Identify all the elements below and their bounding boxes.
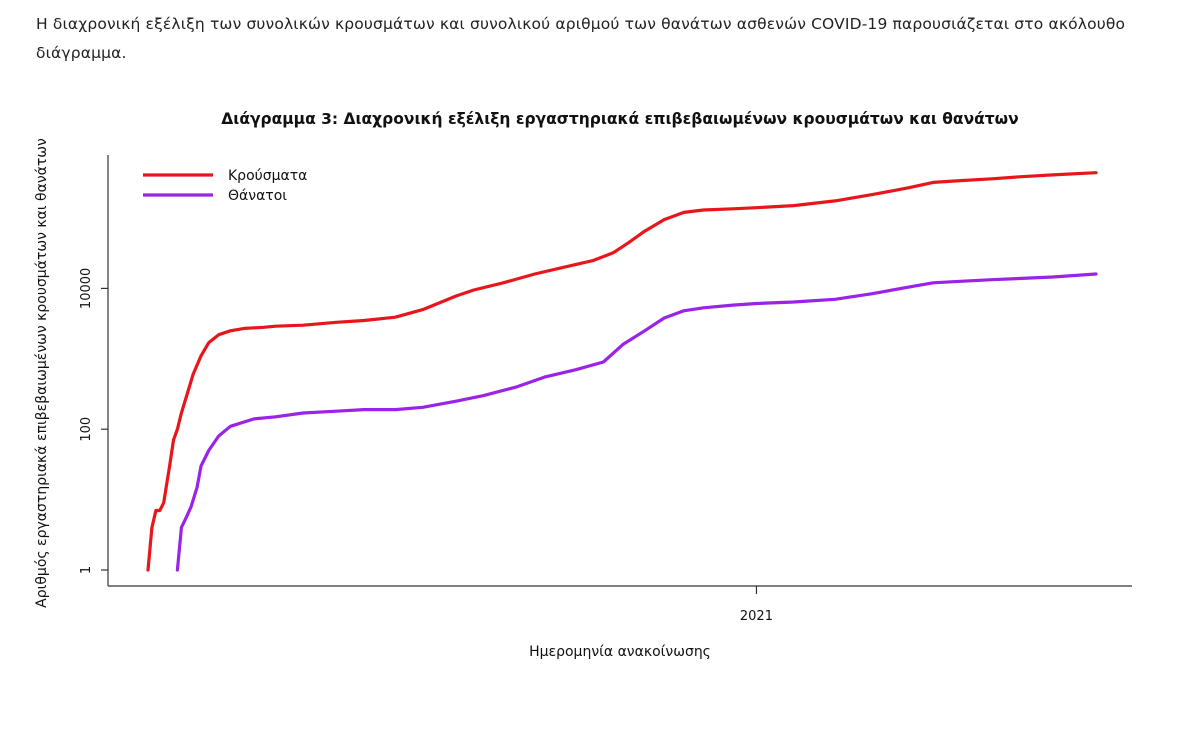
- chart-series: [146, 171, 1098, 572]
- chart-legend: Κρούσματα Θάνατοι: [143, 168, 307, 204]
- y-tick-label: 1: [79, 566, 94, 574]
- intro-paragraph: Η διαχρονική εξέλιξη των συνολικών κρουσ…: [36, 10, 1172, 68]
- chart-axes: 1 100 10000 2021: [79, 155, 1132, 624]
- y-tick-label: 10000: [79, 268, 94, 309]
- x-axis-label: Ημερομηνία ανακοίνωσης: [529, 644, 711, 660]
- y-tick-label: 100: [79, 417, 94, 442]
- legend-label: Κρούσματα: [228, 168, 307, 184]
- y-axis-label: Αριθμός εργαστηριακά επιβεβαιωμένων κρου…: [34, 138, 50, 608]
- chart-title: Διάγραμμα 3: Διαχρονική εξέλιξη εργαστηρ…: [221, 110, 1018, 128]
- intro-line-1: Η διαχρονική εξέλιξη των συνολικών κρουσ…: [36, 15, 1126, 33]
- series-line: [175, 272, 1098, 572]
- x-tick-label: 2021: [740, 609, 773, 624]
- intro-line-2: διάγραμμα.: [36, 44, 127, 62]
- legend-label: Θάνατοι: [228, 188, 287, 204]
- series-line: [146, 171, 1098, 572]
